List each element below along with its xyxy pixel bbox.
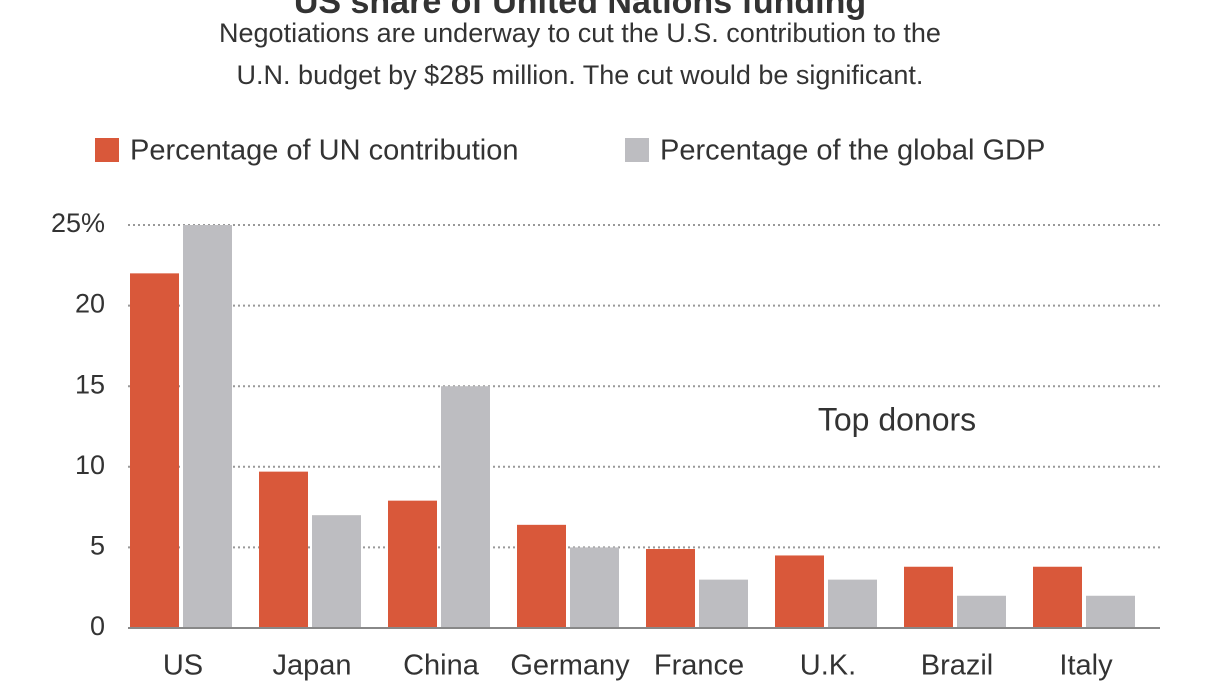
- legend-swatch: [95, 138, 119, 162]
- bar: [130, 273, 179, 628]
- x-tick-label: Brazil: [921, 650, 994, 682]
- bar: [517, 524, 566, 628]
- chart-subtitle: Negotiations are underway to cut the U.S…: [219, 18, 941, 48]
- legend-swatch: [625, 138, 649, 162]
- y-tick-label: 5: [90, 531, 105, 561]
- x-tick-label: Italy: [1059, 650, 1113, 682]
- x-tick-label: US: [163, 650, 203, 682]
- bar: [957, 595, 1006, 628]
- bar: [646, 549, 695, 628]
- bar: [1086, 595, 1135, 628]
- y-tick-label: 10: [75, 450, 105, 480]
- x-tick-label: China: [403, 650, 480, 682]
- bar: [183, 225, 232, 628]
- bar: [570, 547, 619, 628]
- annotation: Top donors: [818, 401, 976, 437]
- chart-title: US share of United Nations funding: [294, 0, 866, 21]
- legend-label: Percentage of UN contribution: [130, 135, 519, 167]
- y-tick-label: 20: [75, 289, 105, 319]
- bar: [699, 579, 748, 628]
- bar: [259, 471, 308, 628]
- y-tick-label: 25%: [51, 208, 105, 238]
- y-tick-label: 0: [90, 611, 105, 641]
- x-tick-label: Japan: [272, 650, 351, 682]
- chart-subtitle: U.N. budget by $285 million. The cut wou…: [237, 60, 924, 90]
- bar: [828, 579, 877, 628]
- bar: [388, 500, 437, 628]
- x-tick-label: Germany: [510, 650, 630, 682]
- y-tick-label: 15: [75, 369, 105, 399]
- bar: [312, 515, 361, 628]
- x-tick-label: France: [654, 650, 744, 682]
- bar: [904, 566, 953, 628]
- x-tick-label: U.K.: [800, 650, 856, 682]
- bar: [775, 555, 824, 628]
- bar: [1033, 566, 1082, 628]
- legend-label: Percentage of the global GDP: [660, 135, 1045, 167]
- bar: [441, 386, 490, 628]
